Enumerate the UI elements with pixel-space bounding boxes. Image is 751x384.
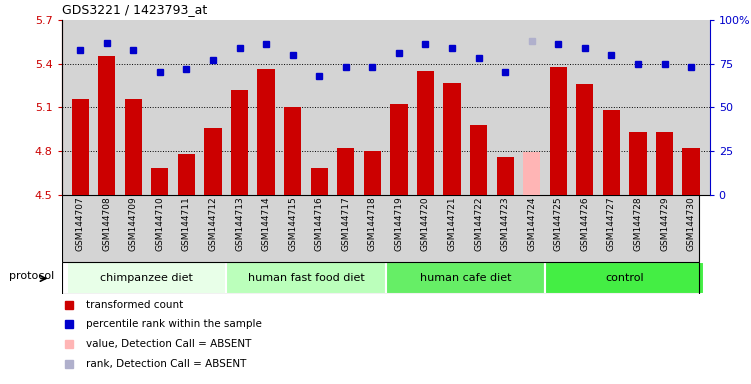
Text: GSM144713: GSM144713 — [235, 197, 244, 252]
Text: GSM144722: GSM144722 — [474, 197, 483, 251]
Text: GSM144726: GSM144726 — [581, 197, 590, 252]
Text: GSM144718: GSM144718 — [368, 197, 377, 252]
Bar — [603, 110, 620, 195]
Text: chimpanzee diet: chimpanzee diet — [100, 273, 193, 283]
Text: percentile rank within the sample: percentile rank within the sample — [86, 319, 262, 329]
Text: GSM144720: GSM144720 — [421, 197, 430, 252]
Text: GSM144709: GSM144709 — [129, 197, 137, 252]
Bar — [178, 154, 195, 195]
Bar — [550, 66, 567, 195]
Text: human cafe diet: human cafe diet — [420, 273, 511, 283]
Bar — [98, 56, 116, 195]
Text: protocol: protocol — [9, 271, 55, 281]
Text: GSM144711: GSM144711 — [182, 197, 191, 252]
Bar — [284, 108, 301, 195]
Text: GSM144715: GSM144715 — [288, 197, 297, 252]
Text: GSM144725: GSM144725 — [553, 197, 562, 252]
Text: GSM144712: GSM144712 — [209, 197, 218, 252]
Bar — [337, 148, 354, 195]
Bar — [151, 169, 168, 195]
Bar — [71, 99, 89, 195]
Bar — [470, 125, 487, 195]
Bar — [656, 132, 673, 195]
Text: GSM144719: GSM144719 — [394, 197, 403, 252]
Text: GSM144710: GSM144710 — [155, 197, 164, 252]
Bar — [258, 70, 275, 195]
Bar — [683, 148, 700, 195]
Text: value, Detection Call = ABSENT: value, Detection Call = ABSENT — [86, 339, 252, 349]
Bar — [125, 99, 142, 195]
Bar — [523, 152, 541, 195]
Text: GSM144729: GSM144729 — [660, 197, 669, 252]
Text: GSM144724: GSM144724 — [527, 197, 536, 251]
Text: GSM144721: GSM144721 — [448, 197, 457, 252]
Bar — [363, 151, 381, 195]
Bar — [311, 169, 328, 195]
Text: GSM144723: GSM144723 — [501, 197, 510, 252]
Text: GSM144707: GSM144707 — [76, 197, 85, 252]
Bar — [629, 132, 647, 195]
Text: transformed count: transformed count — [86, 300, 183, 310]
Bar — [576, 84, 593, 195]
Bar — [443, 83, 460, 195]
Text: GSM144708: GSM144708 — [102, 197, 111, 252]
Text: GSM144727: GSM144727 — [607, 197, 616, 252]
Text: rank, Detection Call = ABSENT: rank, Detection Call = ABSENT — [86, 359, 246, 369]
Bar — [67, 262, 226, 294]
Bar — [386, 262, 545, 294]
Text: GSM144716: GSM144716 — [315, 197, 324, 252]
Text: GSM144728: GSM144728 — [634, 197, 642, 252]
Bar — [226, 262, 386, 294]
Text: human fast food diet: human fast food diet — [248, 273, 364, 283]
Bar — [391, 104, 408, 195]
Text: GSM144717: GSM144717 — [341, 197, 350, 252]
Bar — [545, 262, 704, 294]
Bar — [417, 71, 434, 195]
Bar — [231, 90, 248, 195]
Bar — [496, 157, 514, 195]
Text: GDS3221 / 1423793_at: GDS3221 / 1423793_at — [62, 3, 207, 16]
Text: control: control — [605, 273, 644, 283]
Bar — [204, 128, 222, 195]
Text: GSM144730: GSM144730 — [686, 197, 695, 252]
Text: GSM144714: GSM144714 — [261, 197, 270, 252]
